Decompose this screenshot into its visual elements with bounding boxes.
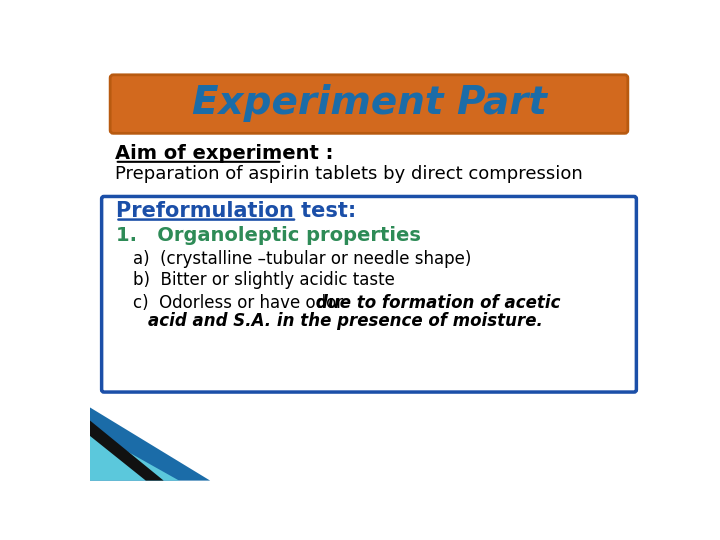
Text: 1.   Organoleptic properties: 1. Organoleptic properties xyxy=(116,226,420,245)
Polygon shape xyxy=(90,421,163,481)
FancyBboxPatch shape xyxy=(102,197,636,392)
Text: Experiment Part: Experiment Part xyxy=(192,84,546,122)
Polygon shape xyxy=(90,408,210,481)
FancyBboxPatch shape xyxy=(110,75,628,133)
Text: acid and S.A. in the presence of moisture.: acid and S.A. in the presence of moistur… xyxy=(148,312,543,330)
Text: Preformulation test:: Preformulation test: xyxy=(116,201,356,221)
Text: due to formation of acetic: due to formation of acetic xyxy=(316,294,561,313)
Text: Aim of experiment :: Aim of experiment : xyxy=(114,144,333,163)
Text: b)  Bitter or slightly acidic taste: b) Bitter or slightly acidic taste xyxy=(132,272,395,289)
Polygon shape xyxy=(90,430,179,481)
Text: Preparation of aspirin tablets by direct compression: Preparation of aspirin tablets by direct… xyxy=(114,165,582,183)
Text: a)  (crystalline –tubular or needle shape): a) (crystalline –tubular or needle shape… xyxy=(132,250,471,268)
Text: c)  Odorless or have odor: c) Odorless or have odor xyxy=(132,294,348,313)
